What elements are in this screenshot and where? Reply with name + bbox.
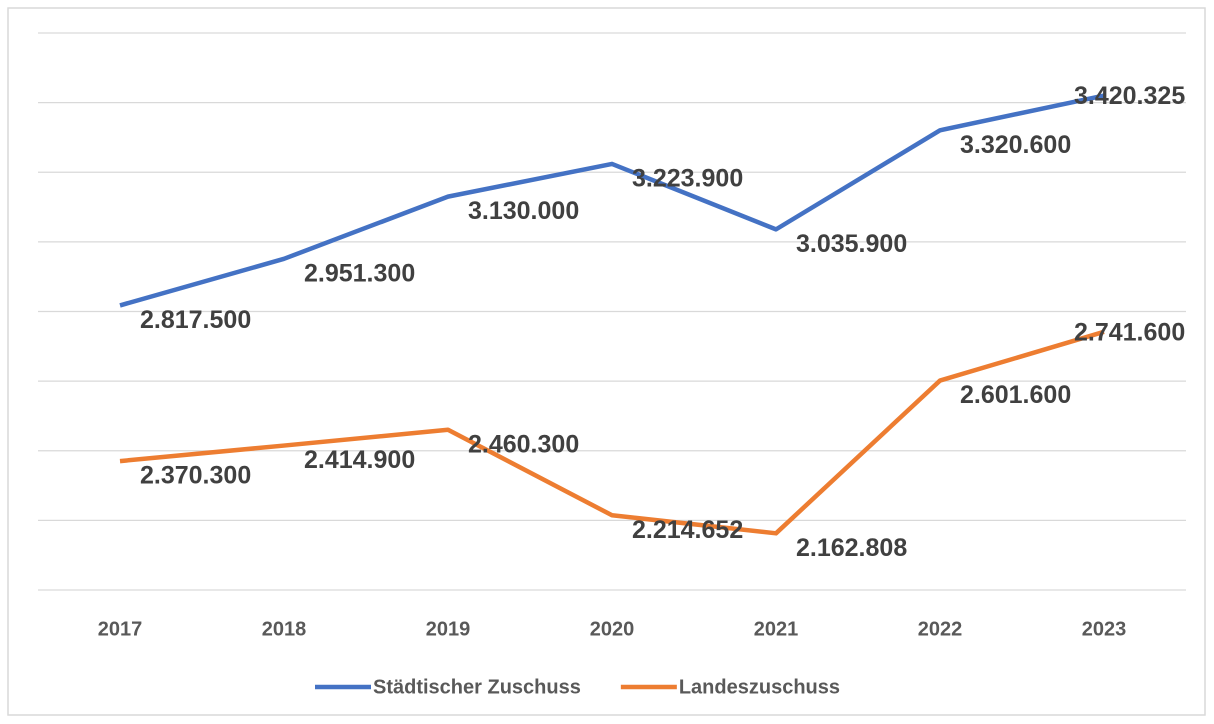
data-label: 3.223.900 bbox=[632, 165, 743, 193]
data-label: 2.741.600 bbox=[1074, 318, 1185, 346]
x-tick-label: 2023 bbox=[1082, 618, 1127, 640]
data-label: 2.951.300 bbox=[304, 259, 415, 287]
data-label: 3.035.900 bbox=[796, 230, 907, 258]
x-tick-label: 2017 bbox=[98, 618, 143, 640]
data-label: 2.214.652 bbox=[632, 516, 743, 544]
data-label: 3.130.000 bbox=[468, 197, 579, 225]
legend-label: Landeszuschuss bbox=[679, 676, 840, 698]
x-tick-label: 2021 bbox=[754, 618, 799, 640]
x-tick-label: 2018 bbox=[262, 618, 307, 640]
data-label: 2.370.300 bbox=[140, 462, 251, 490]
data-label: 3.420.325 bbox=[1074, 82, 1185, 110]
data-label: 2.414.900 bbox=[304, 446, 415, 474]
series-line bbox=[119, 93, 1105, 308]
data-label: 2.460.300 bbox=[468, 430, 579, 458]
x-tick-label: 2019 bbox=[426, 618, 471, 640]
x-tick-label: 2020 bbox=[590, 618, 635, 640]
data-label: 2.817.500 bbox=[140, 306, 251, 334]
legend-label: Städtischer Zuschuss bbox=[373, 676, 581, 698]
x-tick-label: 2022 bbox=[918, 618, 963, 640]
data-label: 2.601.600 bbox=[960, 381, 1071, 409]
data-label: 2.162.808 bbox=[796, 534, 907, 562]
series-line bbox=[119, 329, 1105, 536]
data-label: 3.320.600 bbox=[960, 131, 1071, 159]
